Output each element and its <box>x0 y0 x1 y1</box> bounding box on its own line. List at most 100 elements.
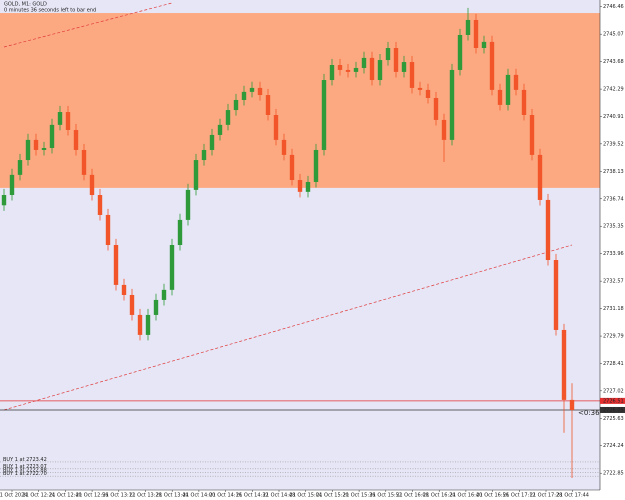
candle-body <box>137 314 143 335</box>
x-tick-label: 21 Oct 16:40 <box>450 493 483 499</box>
order-label: BUY 1 at 2723.07 <box>3 464 47 470</box>
candle-body <box>377 60 383 81</box>
candle-body <box>129 294 135 315</box>
candle-body <box>225 110 231 125</box>
candle-body <box>193 160 199 190</box>
candle-body <box>409 62 415 88</box>
candle-body <box>121 284 127 295</box>
y-tick-label: 2742.29 <box>603 87 624 93</box>
y-tick-label: 2722.85 <box>603 471 624 477</box>
candle-body <box>353 67 359 72</box>
y-tick-label: 2724.24 <box>603 443 624 449</box>
candle-body <box>417 87 423 90</box>
candle-body <box>9 174 15 196</box>
candle-body <box>209 134 215 150</box>
candle-body <box>305 181 311 192</box>
candle-body <box>33 139 39 150</box>
candle-body <box>545 199 551 261</box>
candle-body <box>361 57 367 68</box>
x-tick-label: 21 Oct 16:08 <box>396 493 429 499</box>
candle-body <box>521 89 527 115</box>
candle-body <box>433 98 439 120</box>
chart-subtitle: 0 minutes 36 seconds left to bar end <box>4 8 96 14</box>
countdown: <0:36 <box>578 409 600 417</box>
candle-body <box>321 80 327 150</box>
candle-body <box>505 74 511 105</box>
candle-body <box>329 65 335 81</box>
y-tick-label: 2731.18 <box>603 306 624 312</box>
y-tick-label: 2738.13 <box>603 169 624 175</box>
x-tick-label: 21 Oct 15:04 <box>289 493 322 499</box>
candle-body <box>425 89 431 98</box>
candle-body <box>281 139 287 155</box>
x-tick-label: 21 Oct 17:44 <box>556 493 589 499</box>
candle-body <box>345 69 351 72</box>
x-tick-label: 21 Oct 13:28 <box>129 493 162 499</box>
candle-body <box>489 41 495 90</box>
y-tick-label: 2746.46 <box>603 4 624 10</box>
candle-body <box>177 219 183 245</box>
candle-body <box>65 112 71 131</box>
y-tick-label: 2727.02 <box>603 388 624 394</box>
candle-body <box>1 195 7 206</box>
candle-body <box>241 91 247 100</box>
candle-body <box>217 124 223 135</box>
trendline <box>3 2 173 48</box>
order-label: BUY 1 at 2722.70 <box>3 471 47 477</box>
candle-body <box>481 41 487 49</box>
candle-body <box>257 87 263 96</box>
candle-body <box>169 245 175 290</box>
y-tick-label: 2728.41 <box>603 361 624 367</box>
candle-body <box>153 299 159 315</box>
candle-body <box>369 57 375 81</box>
candle-body <box>113 245 119 285</box>
candle-body <box>401 62 407 72</box>
candle-body <box>449 69 455 140</box>
x-tick-label: 21 Oct 14:16 <box>209 493 242 499</box>
candle-body <box>441 119 447 140</box>
candle-body <box>41 147 47 150</box>
candle-body <box>57 112 63 125</box>
y-tick-label: 2740.91 <box>603 114 624 120</box>
candle-body <box>337 65 343 70</box>
candle-body <box>457 34 463 70</box>
candle-body <box>81 149 87 175</box>
x-tick-label: 21 Oct 17:12 <box>503 493 536 499</box>
trendline <box>3 244 573 411</box>
y-tick-label: 2736.74 <box>603 196 624 202</box>
candle-body <box>105 214 111 245</box>
candle-body <box>513 74 519 90</box>
y-tick-label: 2743.68 <box>603 59 624 65</box>
x-tick-label: 21 Oct 15:36 <box>343 493 376 499</box>
candle-body <box>297 179 303 192</box>
x-tick-label: 21 Oct 12:56 <box>76 493 109 499</box>
x-tick-label: 21 Oct 15:20 <box>316 493 349 499</box>
candle-body <box>529 114 535 155</box>
candle-body <box>265 95 271 115</box>
candle-body <box>537 154 543 200</box>
price-tag <box>600 406 625 413</box>
level-tag <box>600 397 625 404</box>
y-tick-label: 2733.96 <box>603 251 624 257</box>
candle-body <box>393 48 399 72</box>
x-tick-label: 21 Oct 13:12 <box>102 493 135 499</box>
x-tick-label: 21 Oct 12:24 <box>22 493 55 499</box>
candle-body <box>25 139 31 161</box>
x-tick-label: 21 Oct 13:44 <box>156 493 189 499</box>
x-tick-label: 21 Oct 15:52 <box>369 493 402 499</box>
y-tick-label: 2739.52 <box>603 141 624 147</box>
candle-body <box>73 130 79 150</box>
x-tick-label: 21 Oct 14:00 <box>183 493 216 499</box>
candle-body <box>273 114 279 140</box>
x-tick-label: 21 Oct 14:48 <box>263 493 296 499</box>
x-tick-label: 21 Oct 17:28 <box>530 493 563 499</box>
candle-body <box>49 124 55 148</box>
x-tick-label: 21 Oct 16:56 <box>476 493 509 499</box>
candle-body <box>249 87 255 92</box>
candle-body <box>497 89 503 105</box>
candle-body <box>553 260 559 330</box>
candle-body <box>161 289 167 300</box>
